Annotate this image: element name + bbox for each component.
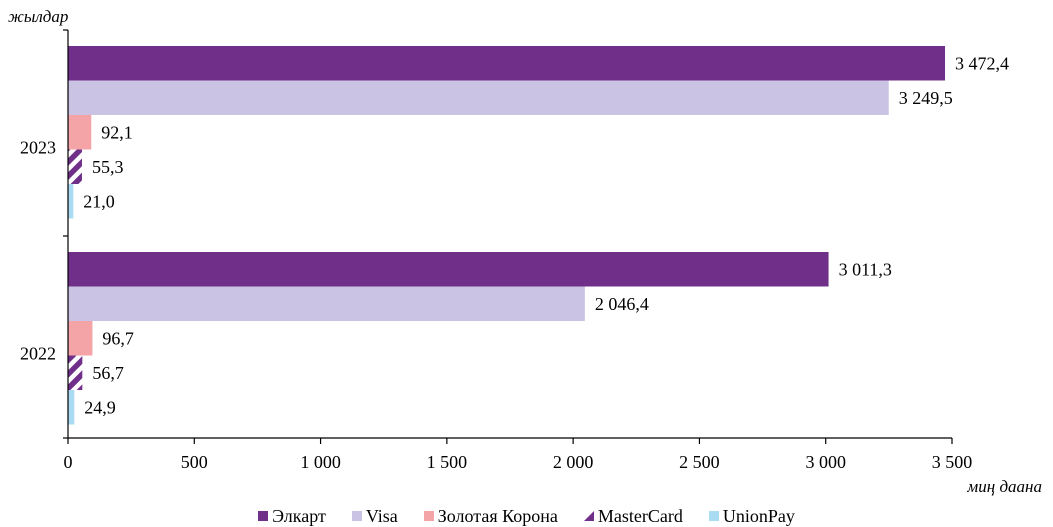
legend-swatch-4	[708, 511, 719, 521]
x-tick-label-3: 1 500	[427, 452, 468, 472]
legend: Элкарт Visa Золотая Корона MasterCard UnionP…	[0, 505, 1053, 527]
legend-label-1: Visa	[365, 505, 398, 526]
bar-2022-1	[68, 286, 585, 321]
x-tick-label-2: 1 000	[300, 452, 341, 472]
legend-swatch-2	[423, 511, 434, 521]
category-label-2023: 2023	[20, 138, 56, 158]
data-label-2022-2: 96,7	[102, 328, 134, 348]
legend-swatch-3	[583, 511, 594, 521]
legend-label-3: MasterCard	[597, 505, 683, 526]
data-label-2023-0: 3 472,4	[955, 53, 1009, 73]
category-label-2022: 2022	[20, 344, 56, 364]
x-tick-label-1: 500	[181, 452, 208, 472]
legend-label-2: Золотая Корона	[437, 505, 558, 526]
x-tick-label-5: 2 500	[679, 452, 720, 472]
bar-2023-4	[68, 184, 74, 219]
bar-2022-3	[68, 355, 83, 390]
data-label-2023-3: 55,3	[92, 157, 124, 177]
data-label-2022-4: 24,9	[84, 397, 116, 417]
data-label-2022-0: 3 011,3	[839, 259, 892, 279]
bar-chart: 3 472,4 3 011,3 3 249,5 2 046,4 92,1 96,7 55,3…	[8, 7, 1042, 496]
data-label-2023-2: 92,1	[101, 122, 133, 142]
legend-item-4: UnionPay	[708, 505, 795, 527]
bar-2023-2	[68, 115, 92, 150]
legend-label-0: Элкарт	[272, 505, 326, 526]
legend-swatch-0	[258, 511, 269, 521]
x-tick-label-4: 2 000	[553, 452, 594, 472]
bar-2022-0	[68, 252, 829, 287]
bar-2022-2	[68, 321, 93, 356]
bar-2023-1	[68, 80, 889, 115]
x-tick-label-7: 3 500	[932, 452, 973, 472]
legend-item-2: Золотая Корона	[423, 505, 558, 527]
bar-2022-4	[68, 390, 75, 425]
legend-item-1: Visa	[351, 505, 398, 527]
legend-label-4: UnionPay	[722, 505, 795, 526]
legend-swatch-1	[351, 511, 362, 521]
x-axis-label: миң даана	[966, 477, 1042, 496]
x-tick-label-6: 3 000	[805, 452, 846, 472]
data-label-2022-1: 2 046,4	[595, 294, 649, 314]
x-tick-label-0: 0	[64, 452, 73, 472]
legend-item-0: Элкарт	[258, 506, 326, 527]
y-axis-label: жылдар	[8, 7, 68, 26]
bar-2023-0	[68, 46, 946, 81]
data-label-2023-1: 3 249,5	[899, 88, 953, 108]
data-label-2023-4: 21,0	[83, 191, 115, 211]
data-label-2022-3: 56,7	[92, 363, 124, 383]
bar-2023-3	[68, 149, 82, 184]
legend-item-3: MasterCard	[583, 505, 683, 527]
